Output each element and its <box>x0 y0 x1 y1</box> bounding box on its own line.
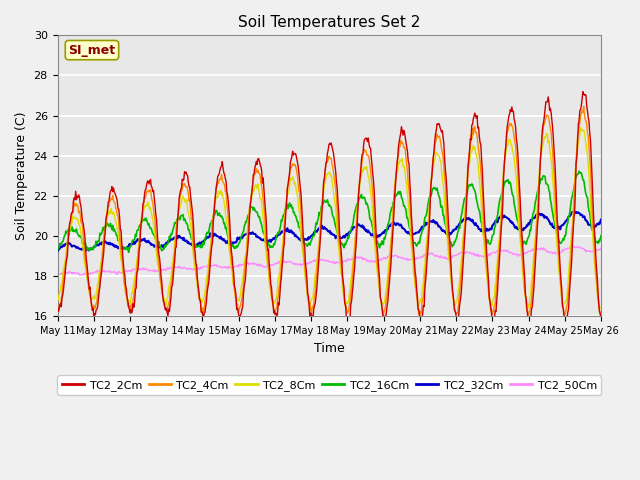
Y-axis label: Soil Temperature (C): Soil Temperature (C) <box>15 112 28 240</box>
Line: TC2_2Cm: TC2_2Cm <box>58 92 601 326</box>
Legend: TC2_2Cm, TC2_4Cm, TC2_8Cm, TC2_16Cm, TC2_32Cm, TC2_50Cm: TC2_2Cm, TC2_4Cm, TC2_8Cm, TC2_16Cm, TC2… <box>58 375 601 395</box>
TC2_50Cm <box>120 270 128 276</box>
TC2_2Cm <box>120 260 127 265</box>
TC2_8Cm <box>204 273 211 279</box>
TC2_8Cm <box>175 209 182 215</box>
TC2_16Cm <box>120 244 127 250</box>
TC2_8Cm <box>63 238 71 244</box>
TC2_4Cm <box>54 306 61 312</box>
TC2_16Cm <box>396 189 404 194</box>
TC2_4Cm <box>412 278 419 284</box>
Line: TC2_32Cm: TC2_32Cm <box>58 212 601 251</box>
TC2_8Cm <box>577 125 584 131</box>
TC2_50Cm <box>175 264 183 269</box>
Line: TC2_8Cm: TC2_8Cm <box>58 128 601 308</box>
TC2_2Cm <box>597 319 605 325</box>
TC2_4Cm <box>63 244 71 250</box>
TC2_4Cm <box>120 268 127 274</box>
TC2_8Cm <box>120 271 127 277</box>
TC2_50Cm <box>597 245 605 251</box>
TC2_8Cm <box>597 305 605 311</box>
TC2_2Cm <box>396 138 403 144</box>
TC2_16Cm <box>575 168 583 174</box>
TC2_32Cm <box>569 209 577 215</box>
TC2_50Cm <box>396 254 404 260</box>
TC2_4Cm <box>580 103 588 109</box>
TC2_4Cm <box>597 309 605 315</box>
TC2_2Cm <box>54 304 61 310</box>
TC2_50Cm <box>54 271 61 277</box>
TC2_32Cm <box>175 233 183 239</box>
Text: SI_met: SI_met <box>68 44 116 57</box>
TC2_8Cm <box>396 160 403 166</box>
TC2_32Cm <box>120 246 128 252</box>
TC2_32Cm <box>597 217 605 223</box>
TC2_2Cm <box>204 289 211 295</box>
TC2_32Cm <box>204 235 212 241</box>
X-axis label: Time: Time <box>314 342 345 355</box>
TC2_4Cm <box>561 312 568 318</box>
TC2_16Cm <box>54 247 61 252</box>
TC2_16Cm <box>204 230 212 236</box>
TC2_2Cm <box>579 89 587 95</box>
TC2_8Cm <box>54 297 61 302</box>
Line: TC2_4Cm: TC2_4Cm <box>58 106 601 315</box>
TC2_50Cm <box>76 272 84 278</box>
TC2_16Cm <box>412 241 420 247</box>
TC2_32Cm <box>54 247 61 252</box>
TC2_16Cm <box>175 215 183 220</box>
TC2_50Cm <box>568 243 576 249</box>
TC2_2Cm <box>412 269 419 275</box>
TC2_32Cm <box>82 248 90 254</box>
Title: Soil Temperatures Set 2: Soil Temperatures Set 2 <box>238 15 420 30</box>
TC2_2Cm <box>562 324 570 329</box>
TC2_16Cm <box>597 233 605 239</box>
TC2_50Cm <box>412 257 420 263</box>
TC2_8Cm <box>412 283 419 289</box>
TC2_4Cm <box>396 145 403 151</box>
TC2_32Cm <box>396 223 404 228</box>
TC2_2Cm <box>63 253 71 259</box>
TC2_50Cm <box>204 262 212 268</box>
TC2_32Cm <box>412 230 420 236</box>
TC2_2Cm <box>175 208 182 214</box>
TC2_4Cm <box>175 202 182 208</box>
Line: TC2_16Cm: TC2_16Cm <box>58 171 601 252</box>
TC2_50Cm <box>63 270 71 276</box>
TC2_16Cm <box>125 250 132 255</box>
Line: TC2_50Cm: TC2_50Cm <box>58 246 601 275</box>
TC2_4Cm <box>204 282 211 288</box>
TC2_16Cm <box>63 231 71 237</box>
TC2_32Cm <box>63 240 71 246</box>
